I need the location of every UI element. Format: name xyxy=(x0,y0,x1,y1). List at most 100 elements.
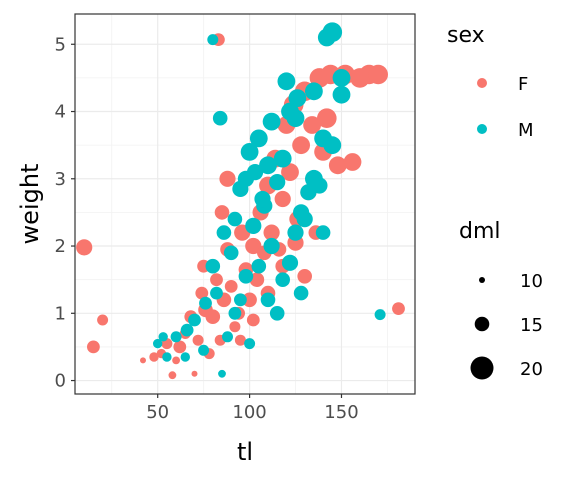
point-F xyxy=(140,357,146,364)
point-M xyxy=(240,143,259,161)
legend-size-label: 15 xyxy=(520,315,543,336)
legend-size-key xyxy=(470,356,494,380)
point-M xyxy=(216,225,232,240)
y-tick-label: 1 xyxy=(55,303,66,324)
point-M xyxy=(227,211,243,227)
point-M xyxy=(273,149,292,168)
point-F xyxy=(328,156,347,175)
point-F xyxy=(210,273,223,287)
y-tick-label: 2 xyxy=(55,236,66,257)
point-M xyxy=(153,338,163,349)
point-F xyxy=(214,205,230,220)
point-M xyxy=(212,110,228,126)
point-F xyxy=(229,321,241,333)
point-F xyxy=(292,136,310,155)
point-F xyxy=(87,340,100,354)
legend-color-items: FM xyxy=(477,74,534,141)
point-M xyxy=(222,331,233,343)
point-M xyxy=(158,332,168,342)
point-M xyxy=(277,72,296,91)
x-tick-label: 150 xyxy=(324,402,358,423)
legend: sex FM dml 10 15 20 xyxy=(447,23,543,380)
y-tick-label: 4 xyxy=(55,102,66,123)
point-M xyxy=(247,164,264,181)
point-F xyxy=(97,314,109,326)
point-M xyxy=(262,112,281,131)
point-M xyxy=(332,69,351,87)
legend-size-label: 10 xyxy=(520,271,543,292)
point-F xyxy=(149,352,159,362)
point-M xyxy=(314,129,332,148)
point-M xyxy=(244,338,256,350)
legend-size-items: 10 15 20 xyxy=(470,271,543,380)
point-M xyxy=(260,292,276,308)
point-F xyxy=(191,370,198,377)
point-F xyxy=(242,292,257,308)
point-F xyxy=(224,280,238,293)
point-M xyxy=(254,190,271,208)
point-F xyxy=(274,190,291,208)
point-M xyxy=(287,224,304,241)
y-axis-ticks: 0 1 2 3 4 5 xyxy=(55,34,75,392)
point-M xyxy=(223,245,239,261)
point-M xyxy=(228,306,242,320)
point-M xyxy=(238,269,254,284)
point-F xyxy=(168,371,177,380)
legend-size-title: dml xyxy=(459,219,501,244)
point-F xyxy=(192,334,204,346)
point-M xyxy=(188,313,201,327)
y-tick-label: 5 xyxy=(55,34,66,55)
point-M xyxy=(300,184,317,201)
point-M xyxy=(305,82,323,101)
point-M xyxy=(162,352,172,362)
legend-size-label: 20 xyxy=(520,359,543,380)
point-F xyxy=(205,309,221,325)
point-M xyxy=(249,129,268,148)
y-axis-title: weight xyxy=(16,164,44,245)
point-M xyxy=(210,286,223,300)
point-M xyxy=(269,174,286,191)
data-points xyxy=(76,22,405,380)
point-F xyxy=(173,340,187,354)
x-axis-title: tl xyxy=(237,438,253,466)
point-M xyxy=(317,28,336,47)
point-M xyxy=(218,369,226,378)
point-M xyxy=(170,331,182,343)
panel-border xyxy=(74,13,416,395)
x-tick-label: 50 xyxy=(146,402,169,423)
point-M xyxy=(180,352,190,362)
legend-key-F xyxy=(477,78,487,88)
point-M xyxy=(275,272,291,288)
point-M xyxy=(281,102,299,121)
point-F xyxy=(172,356,181,365)
point-M xyxy=(207,34,219,46)
point-M xyxy=(315,225,331,240)
point-F xyxy=(245,237,262,255)
point-F xyxy=(297,269,313,284)
legend-label-M: M xyxy=(518,120,534,141)
point-M xyxy=(245,217,262,234)
point-M xyxy=(251,258,267,274)
point-M xyxy=(180,323,194,337)
legend-color-title: sex xyxy=(447,23,485,48)
point-M xyxy=(374,309,386,321)
x-tick-label: 100 xyxy=(232,402,266,423)
point-F xyxy=(246,313,260,327)
point-F xyxy=(303,116,321,134)
point-F xyxy=(281,163,299,182)
y-tick-label: 3 xyxy=(55,169,66,190)
point-M xyxy=(269,306,285,321)
point-M xyxy=(232,180,249,197)
x-axis-ticks: 50 100 150 xyxy=(146,394,359,423)
point-M xyxy=(293,204,310,221)
point-M xyxy=(293,285,309,301)
point-F xyxy=(219,170,236,187)
point-M xyxy=(199,296,212,310)
point-M xyxy=(198,344,210,356)
point-M xyxy=(234,293,247,307)
point-M xyxy=(281,254,299,271)
point-M xyxy=(332,85,351,104)
point-M xyxy=(263,237,280,255)
